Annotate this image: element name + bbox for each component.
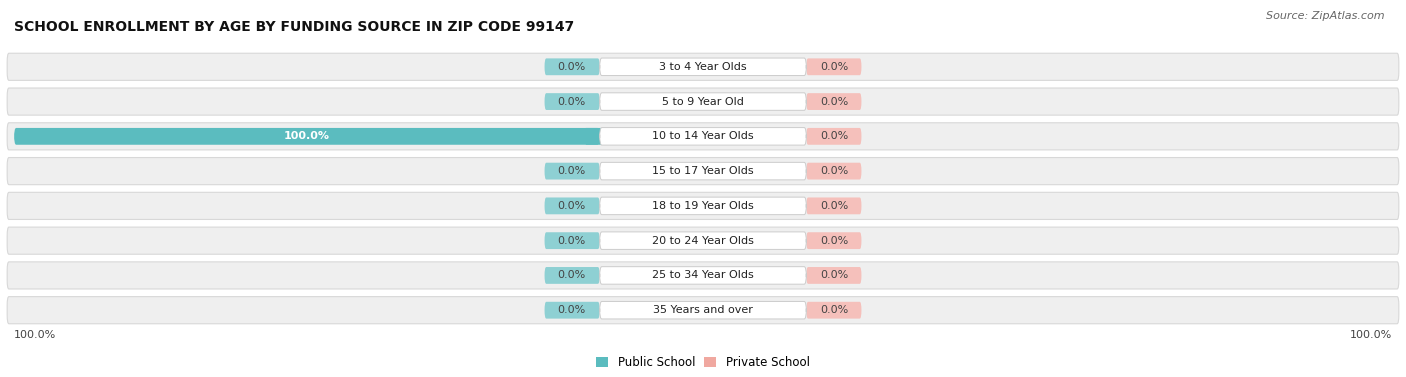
Text: 0.0%: 0.0%: [558, 201, 586, 211]
Text: 10 to 14 Year Olds: 10 to 14 Year Olds: [652, 131, 754, 141]
FancyBboxPatch shape: [544, 232, 599, 249]
Text: 0.0%: 0.0%: [558, 97, 586, 107]
Text: 35 Years and over: 35 Years and over: [652, 305, 754, 315]
FancyBboxPatch shape: [807, 302, 862, 319]
Text: 0.0%: 0.0%: [558, 236, 586, 246]
Text: 0.0%: 0.0%: [820, 131, 848, 141]
FancyBboxPatch shape: [7, 297, 1399, 324]
FancyBboxPatch shape: [807, 163, 862, 179]
Text: 100.0%: 100.0%: [1350, 330, 1392, 340]
Text: 0.0%: 0.0%: [820, 97, 848, 107]
Text: 18 to 19 Year Olds: 18 to 19 Year Olds: [652, 201, 754, 211]
Text: 15 to 17 Year Olds: 15 to 17 Year Olds: [652, 166, 754, 176]
FancyBboxPatch shape: [7, 192, 1399, 219]
FancyBboxPatch shape: [807, 232, 862, 249]
Text: 0.0%: 0.0%: [820, 166, 848, 176]
FancyBboxPatch shape: [7, 262, 1399, 289]
FancyBboxPatch shape: [7, 88, 1399, 115]
FancyBboxPatch shape: [544, 267, 599, 284]
FancyBboxPatch shape: [7, 158, 1399, 185]
FancyBboxPatch shape: [544, 58, 599, 75]
Text: 0.0%: 0.0%: [558, 270, 586, 280]
Text: 0.0%: 0.0%: [558, 62, 586, 72]
FancyBboxPatch shape: [599, 197, 807, 215]
FancyBboxPatch shape: [599, 162, 807, 180]
Text: SCHOOL ENROLLMENT BY AGE BY FUNDING SOURCE IN ZIP CODE 99147: SCHOOL ENROLLMENT BY AGE BY FUNDING SOUR…: [14, 20, 574, 34]
FancyBboxPatch shape: [599, 93, 807, 110]
Text: 0.0%: 0.0%: [820, 305, 848, 315]
FancyBboxPatch shape: [544, 302, 599, 319]
Text: 25 to 34 Year Olds: 25 to 34 Year Olds: [652, 270, 754, 280]
FancyBboxPatch shape: [7, 227, 1399, 254]
FancyBboxPatch shape: [599, 232, 807, 250]
FancyBboxPatch shape: [599, 267, 807, 284]
FancyBboxPatch shape: [599, 58, 807, 75]
Text: 0.0%: 0.0%: [820, 62, 848, 72]
Text: 0.0%: 0.0%: [820, 236, 848, 246]
FancyBboxPatch shape: [807, 267, 862, 284]
FancyBboxPatch shape: [599, 302, 807, 319]
FancyBboxPatch shape: [586, 128, 613, 145]
Text: 0.0%: 0.0%: [558, 305, 586, 315]
FancyBboxPatch shape: [7, 53, 1399, 80]
FancyBboxPatch shape: [807, 128, 862, 145]
FancyBboxPatch shape: [807, 198, 862, 214]
Legend: Public School, Private School: Public School, Private School: [596, 356, 810, 369]
Text: 0.0%: 0.0%: [558, 166, 586, 176]
Text: 100.0%: 100.0%: [14, 330, 56, 340]
FancyBboxPatch shape: [544, 93, 599, 110]
FancyBboxPatch shape: [544, 198, 599, 214]
FancyBboxPatch shape: [807, 93, 862, 110]
Text: 100.0%: 100.0%: [284, 131, 330, 141]
Text: 0.0%: 0.0%: [820, 201, 848, 211]
FancyBboxPatch shape: [599, 127, 807, 145]
Text: 3 to 4 Year Olds: 3 to 4 Year Olds: [659, 62, 747, 72]
FancyBboxPatch shape: [14, 128, 599, 145]
FancyBboxPatch shape: [7, 123, 1399, 150]
Text: 20 to 24 Year Olds: 20 to 24 Year Olds: [652, 236, 754, 246]
FancyBboxPatch shape: [807, 58, 862, 75]
FancyBboxPatch shape: [544, 163, 599, 179]
Text: Source: ZipAtlas.com: Source: ZipAtlas.com: [1267, 11, 1385, 21]
Text: 0.0%: 0.0%: [820, 270, 848, 280]
Text: 5 to 9 Year Old: 5 to 9 Year Old: [662, 97, 744, 107]
